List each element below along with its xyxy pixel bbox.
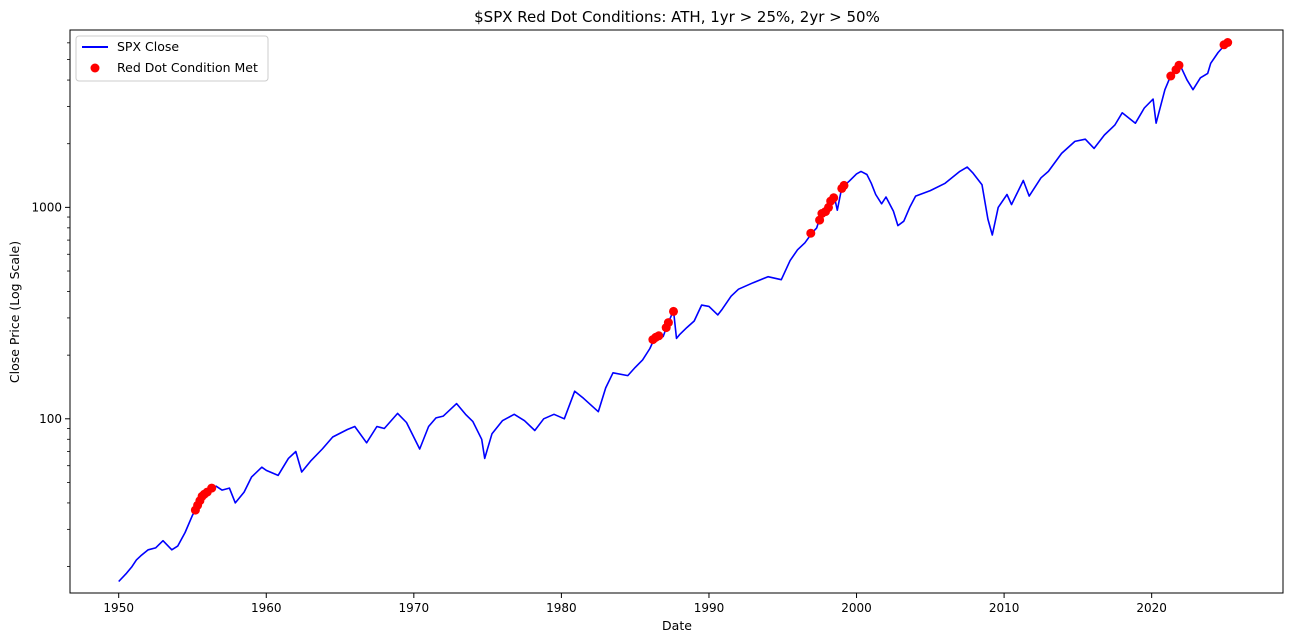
x-tick-label: 2020 xyxy=(1136,601,1167,615)
y-axis: 100 1000 xyxy=(31,42,70,567)
legend-dot-swatch xyxy=(90,63,100,73)
y-tick-label: 1000 xyxy=(31,200,62,214)
red-dot-point xyxy=(669,306,678,316)
plot-area xyxy=(118,38,1233,583)
legend-label-spx-close: SPX Close xyxy=(117,39,179,54)
red-dot-point xyxy=(1223,38,1233,47)
legend-box xyxy=(75,35,269,82)
x-tick-label: 1980 xyxy=(546,601,577,615)
x-tick-label: 2000 xyxy=(841,601,872,615)
red-dot-point xyxy=(654,331,664,341)
x-tick-label: 1950 xyxy=(103,601,134,615)
x-tick-label: 1990 xyxy=(694,601,725,615)
red-dot-point xyxy=(663,318,673,328)
spx-close-line xyxy=(118,43,1226,583)
red-dot-point xyxy=(839,180,849,190)
red-dot-point xyxy=(806,228,816,238)
red-dot-point xyxy=(207,483,217,493)
x-tick-label: 2010 xyxy=(989,601,1020,615)
red-dot-point xyxy=(1166,71,1176,81)
x-axis-label: Date xyxy=(662,618,692,633)
legend-label-red-dot: Red Dot Condition Met xyxy=(117,60,258,75)
legend: SPX Close Red Dot Condition Met xyxy=(75,35,269,82)
x-tick-label: 1960 xyxy=(251,601,282,615)
x-axis: 1950 1960 1970 1980 1990 2000 2010 2020 xyxy=(103,593,1167,615)
red-dot-point xyxy=(829,193,839,203)
x-tick-label: 1970 xyxy=(399,601,430,615)
y-tick-label: 100 xyxy=(39,412,62,426)
y-axis-label: Close Price (Log Scale) xyxy=(7,241,22,383)
chart-title: $SPX Red Dot Conditions: ATH, 1yr > 25%,… xyxy=(474,8,880,26)
red-dot-point xyxy=(1174,60,1184,70)
